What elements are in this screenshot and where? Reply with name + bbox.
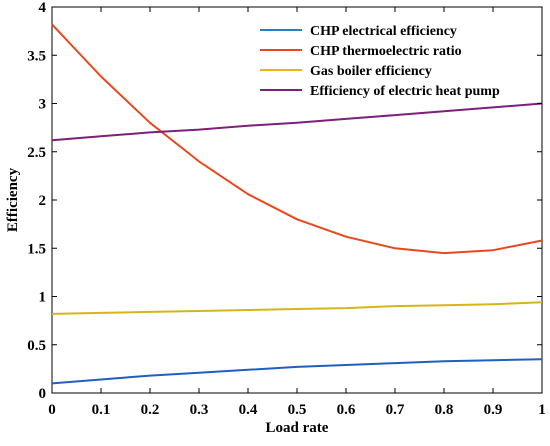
y-tick-label: 1	[39, 290, 47, 306]
x-axis-label: Load rate	[266, 420, 329, 436]
y-axis-label: Efficiency	[5, 167, 21, 232]
legend-label-3: Gas boiler efficiency	[310, 64, 432, 79]
y-tick-label: 1.5	[27, 241, 46, 257]
legend-label-2: CHP thermoelectric ratio	[310, 44, 462, 59]
y-tick-label: 3	[39, 97, 47, 113]
x-tick-label: 0.5	[288, 402, 307, 418]
x-tick-label: 0.4	[239, 402, 258, 418]
x-tick-label: 0.9	[484, 402, 503, 418]
y-tick-label: 0.5	[27, 338, 46, 354]
x-tick-label: 0	[48, 402, 56, 418]
series-line-4	[51, 102, 543, 142]
x-tick-label: 0.6	[337, 402, 356, 418]
x-tick-label: 0.7	[386, 402, 405, 418]
legend-label-4: Efficiency of electric heat pump	[310, 84, 500, 99]
x-tick-label: 0.1	[92, 402, 111, 418]
x-tick-label: 0.8	[435, 402, 454, 418]
series-line-1	[51, 358, 543, 385]
x-tick-label: 0.2	[141, 402, 160, 418]
y-tick-label: 4	[39, 0, 47, 16]
y-tick-label: 3.5	[27, 48, 46, 64]
y-tick-label: 2.5	[27, 145, 46, 161]
series-line-2	[51, 23, 543, 255]
plot-area	[51, 6, 543, 394]
series-line-3	[51, 301, 543, 315]
y-tick-label: 2	[39, 193, 47, 209]
tick-layer: 0 0.1 0.2 0.3 0.4 0.5 0.6 0.7 0.8 0.9 1 0 0.5 1 1.5 2 2.…	[27, 0, 546, 418]
series-layer	[51, 23, 543, 385]
x-tick-label: 1	[538, 402, 546, 418]
legend-label-1: CHP electrical efficiency	[310, 24, 457, 39]
y-tick-label: 0	[39, 386, 47, 402]
x-tick-label: 0.3	[190, 402, 209, 418]
legend: CHP electrical efficiency CHP thermoelect…	[260, 24, 500, 99]
